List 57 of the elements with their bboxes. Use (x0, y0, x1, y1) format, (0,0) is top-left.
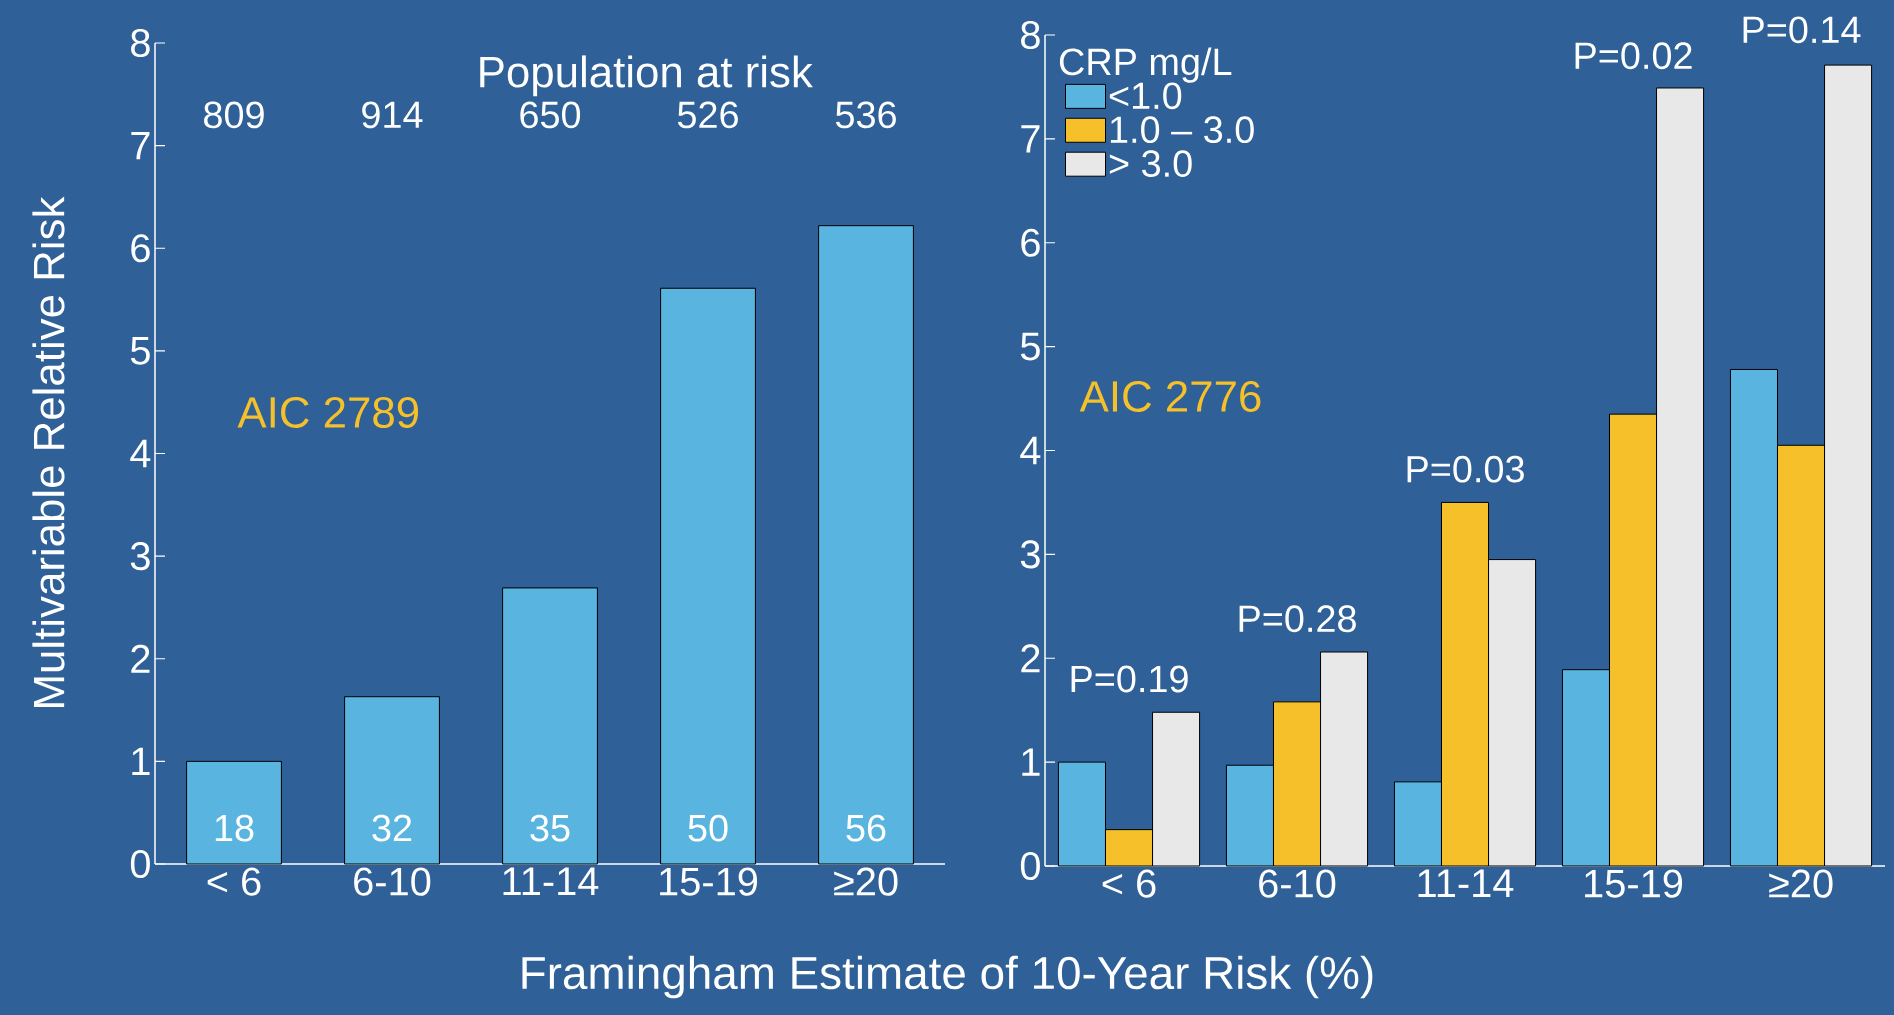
y-tick-label: 6 (131, 234, 150, 263)
y-tick-label: 1 (1022, 748, 1040, 776)
y-tick-label: 3 (1020, 540, 1040, 569)
annotation: 914 (362, 101, 423, 129)
annotation: 526 (677, 101, 738, 129)
bar (818, 225, 914, 865)
y-tick-label: 5 (130, 336, 150, 365)
x-tick-label: 15-19 (1585, 869, 1683, 898)
y-tick-label: 4 (1020, 436, 1041, 465)
annotation: P=0.03 (1407, 455, 1524, 483)
annotation: P=0.14 (1743, 16, 1861, 44)
y-tick-label: 3 (130, 542, 150, 571)
x-tick-label: < 6 (1102, 869, 1156, 898)
y-tick-label: 8 (131, 28, 150, 58)
annotation: P=0.28 (1239, 605, 1356, 633)
annotation: 536 (835, 101, 896, 129)
annotation: P=0.02 (1575, 42, 1692, 70)
y-tick-label: 0 (1020, 851, 1040, 881)
bar (344, 696, 440, 865)
x-tick-label: 11-14 (1418, 869, 1514, 897)
y-tick-label: 5 (1020, 332, 1040, 361)
x-tick-label: 11-14 (503, 867, 599, 895)
annotation: P=0.19 (1071, 665, 1188, 693)
x-tick-label: < 6 (207, 867, 261, 896)
bar (186, 760, 282, 865)
bar (502, 587, 598, 865)
annotation: 50 (688, 814, 728, 842)
annotation: 809 (204, 101, 264, 129)
annotation: AIC 2789 (237, 396, 419, 428)
annotation: AIC 2776 (1079, 380, 1261, 412)
annotation: 650 (520, 101, 581, 129)
x-axis-title: Framingham Estimate of 10-Year Risk (%) (522, 955, 1373, 999)
y-tick-label: 1 (132, 747, 150, 776)
legend-label: <1.0 (1109, 82, 1182, 110)
legend-title: CRP mg/L (1059, 47, 1232, 83)
bar (660, 287, 756, 865)
y-tick-label: 0 (130, 849, 150, 879)
x-tick-label: 6-10 (1259, 869, 1336, 898)
x-tick-label: 15-19 (660, 867, 758, 896)
annotation: 56 (846, 814, 886, 842)
y-axis-title: Multivariable Relative Risk (32, 196, 65, 707)
y-tick-label: 2 (1021, 644, 1040, 673)
legend-label: > 3.0 (1109, 150, 1192, 178)
legend-label: 1.0 – 3.0 (1110, 116, 1254, 144)
annotation: 18 (215, 814, 254, 842)
annotation: 32 (372, 814, 412, 842)
y-tick-label: 7 (131, 131, 150, 160)
x-tick-label: 6-10 (354, 867, 431, 896)
x-tick-label: ≥20 (834, 867, 898, 896)
annotation: 35 (530, 814, 570, 842)
y-tick-label: 2 (131, 644, 150, 673)
y-tick-label: 4 (130, 439, 151, 468)
x-tick-label: ≥20 (1769, 869, 1833, 898)
y-tick-label: 6 (1021, 228, 1040, 257)
y-tick-label: 8 (1021, 20, 1040, 50)
y-tick-label: 7 (1021, 125, 1040, 153)
annotation: Population at risk (480, 55, 813, 97)
